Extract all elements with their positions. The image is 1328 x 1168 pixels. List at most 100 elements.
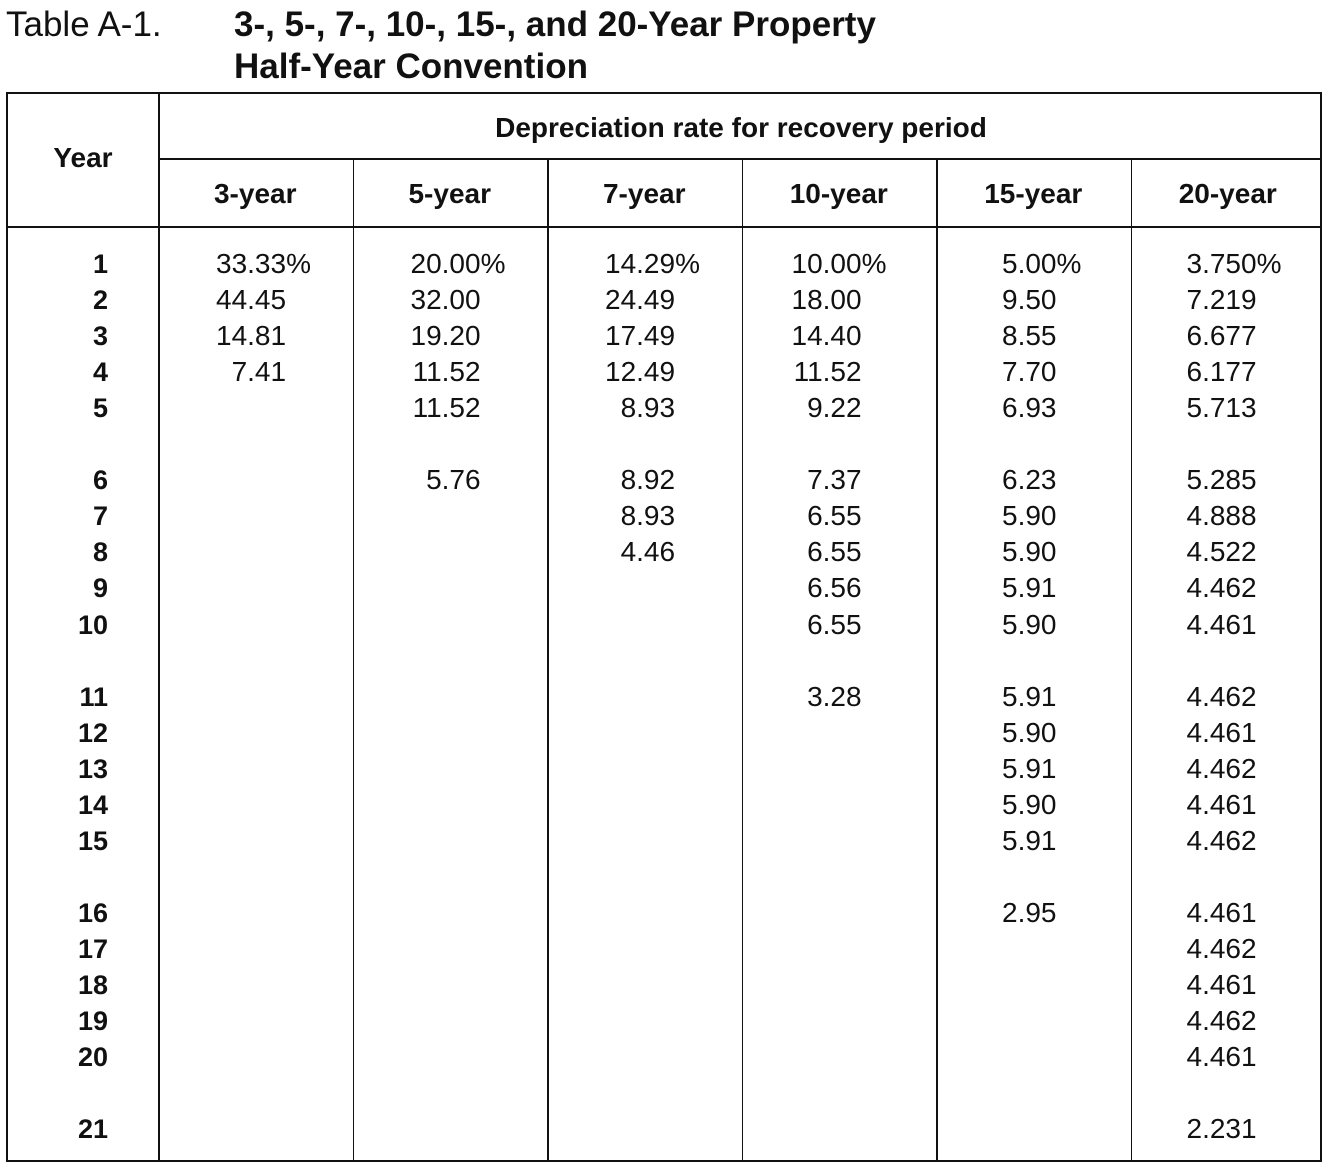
rate-cell: 4.462 xyxy=(1186,680,1257,712)
rate-cell: 11.52 xyxy=(412,392,481,424)
rate-cell: 6.23 xyxy=(1002,464,1057,496)
table-title-line-2: Half-Year Convention xyxy=(234,47,588,86)
rate-cell: 6.56 xyxy=(807,572,862,604)
rate-cell: 2.95 xyxy=(1002,896,1057,928)
rate-cell: 5.91 xyxy=(1002,572,1057,604)
rate-cell: 32.00 xyxy=(410,284,481,316)
year-row-label: 11 xyxy=(79,681,108,712)
year-row-label: 3 xyxy=(92,321,108,352)
rate-cell: 5.90 xyxy=(1002,500,1057,532)
column-header-20-year: 20-year xyxy=(1178,178,1277,209)
recovery-period-group-header: Depreciation rate for recovery period xyxy=(495,112,987,143)
rate-cell: 20.00% xyxy=(410,248,506,279)
rate-cell: 5.90 xyxy=(1002,788,1057,820)
rate-cell: 5.91 xyxy=(1002,680,1057,712)
rate-cell: 4.462 xyxy=(1186,752,1257,784)
year-row-label: 2 xyxy=(92,285,108,316)
rate-cell: 44.45 xyxy=(216,284,287,316)
rate-cell: 9.50 xyxy=(1002,284,1057,316)
rate-cell: 5.285 xyxy=(1186,464,1257,496)
year-row-label: 8 xyxy=(92,537,108,568)
table-title-line-1: 3-, 5-, 7-, 10-, 15-, and 20-Year Proper… xyxy=(234,5,876,44)
rate-cell: 8.92 xyxy=(620,464,676,496)
rate-cell: 19.20 xyxy=(410,320,481,352)
rate-cell: 5.90 xyxy=(1002,536,1057,568)
rate-cell: 5.91 xyxy=(1002,824,1057,856)
year-row-label: 6 xyxy=(92,465,108,496)
rate-cell: 8.55 xyxy=(1002,320,1057,352)
rate-cell: 4.522 xyxy=(1186,536,1257,568)
rate-cell: 9.22 xyxy=(807,392,862,424)
rate-cell: 18.00 xyxy=(791,284,862,316)
rate-cell: 7.41 xyxy=(231,356,287,388)
column-header-10-year: 10-year xyxy=(789,178,888,209)
column-divider xyxy=(741,160,743,1160)
rate-cell: 4.461 xyxy=(1186,608,1257,640)
column-divider xyxy=(547,160,549,1160)
year-row-label: 16 xyxy=(77,897,108,928)
year-row-label: 21 xyxy=(77,1114,108,1145)
column-divider xyxy=(158,94,160,1160)
year-row-label: 7 xyxy=(92,501,108,532)
rate-cell: 11.52 xyxy=(412,356,481,388)
year-row-label: 20 xyxy=(77,1042,108,1073)
column-header-3-year: 3-year xyxy=(213,178,297,209)
rate-cell: 11.52 xyxy=(793,356,862,388)
rate-cell: 7.219 xyxy=(1186,284,1257,316)
year-row-label: 18 xyxy=(77,970,108,1000)
rate-cell: 2.231 xyxy=(1186,1113,1257,1145)
column-divider xyxy=(352,160,354,1160)
year-row-label: 10 xyxy=(77,609,108,640)
rate-cell: 6.55 xyxy=(807,536,862,568)
rate-cell: 4.888 xyxy=(1186,500,1257,532)
year-row-label: 5 xyxy=(92,393,108,424)
rate-cell: 6.93 xyxy=(1002,392,1057,424)
year-row-label: 13 xyxy=(77,753,108,784)
table-title: 3-, 5-, 7-, 10-, 15-, and 20-Year Proper… xyxy=(234,4,876,88)
column-header-7-year: 7-year xyxy=(602,178,686,209)
year-row-label: 4 xyxy=(92,357,108,388)
rate-cell: 5.90 xyxy=(1002,716,1057,748)
rate-cell: 4.462 xyxy=(1186,572,1257,604)
column-divider xyxy=(936,160,938,1160)
rate-cell: 4.461 xyxy=(1186,969,1257,1000)
rate-cell: 10.00% xyxy=(791,248,887,279)
year-row-label: 1 xyxy=(92,249,108,279)
rate-cell: 8.93 xyxy=(620,392,676,424)
rate-cell: 4.462 xyxy=(1186,824,1257,856)
rate-cell: 12.49 xyxy=(605,356,676,388)
rate-cell: 5.91 xyxy=(1002,752,1057,784)
rate-cell: 4.46 xyxy=(620,536,676,568)
rate-cell: 24.49 xyxy=(605,284,676,316)
rate-cell: 17.49 xyxy=(605,320,676,352)
table-number: Table A-1. xyxy=(6,5,162,44)
header-bottom-rule xyxy=(8,226,1320,228)
rate-cell: 4.461 xyxy=(1186,716,1257,748)
column-divider xyxy=(1130,160,1132,1160)
rate-cell: 4.462 xyxy=(1186,1005,1257,1037)
rate-cell: 7.37 xyxy=(807,464,862,496)
year-row-label: 19 xyxy=(77,1006,108,1037)
rate-cell: 5.90 xyxy=(1002,608,1057,640)
rate-cell: 8.93 xyxy=(620,500,676,532)
year-row-label: 12 xyxy=(77,717,108,748)
rate-cell: 6.55 xyxy=(807,608,862,640)
year-row-label: 15 xyxy=(77,825,108,856)
rate-cell: 5.00% xyxy=(1002,248,1082,279)
year-column-header: Year xyxy=(53,142,113,173)
rate-cell: 6.177 xyxy=(1186,356,1257,388)
rate-cell: 7.70 xyxy=(1002,356,1057,388)
column-header-15-year: 15-year xyxy=(984,178,1083,209)
rate-cell: 33.33% xyxy=(216,248,311,279)
rate-cell: 4.461 xyxy=(1186,788,1257,820)
depreciation-table: Year Depreciation rate for recovery peri… xyxy=(6,92,1322,1162)
rate-cell: 6.55 xyxy=(807,500,862,532)
rate-cell: 3.28 xyxy=(807,680,862,712)
rate-cell: 4.462 xyxy=(1186,932,1257,964)
rate-cell: 3.750% xyxy=(1186,248,1282,279)
year-row-label: 9 xyxy=(92,573,108,604)
year-row-label: 14 xyxy=(77,789,108,820)
rate-cell: 4.461 xyxy=(1186,1041,1257,1073)
year-row-label: 17 xyxy=(77,933,108,964)
group-header-rule xyxy=(158,158,1320,160)
